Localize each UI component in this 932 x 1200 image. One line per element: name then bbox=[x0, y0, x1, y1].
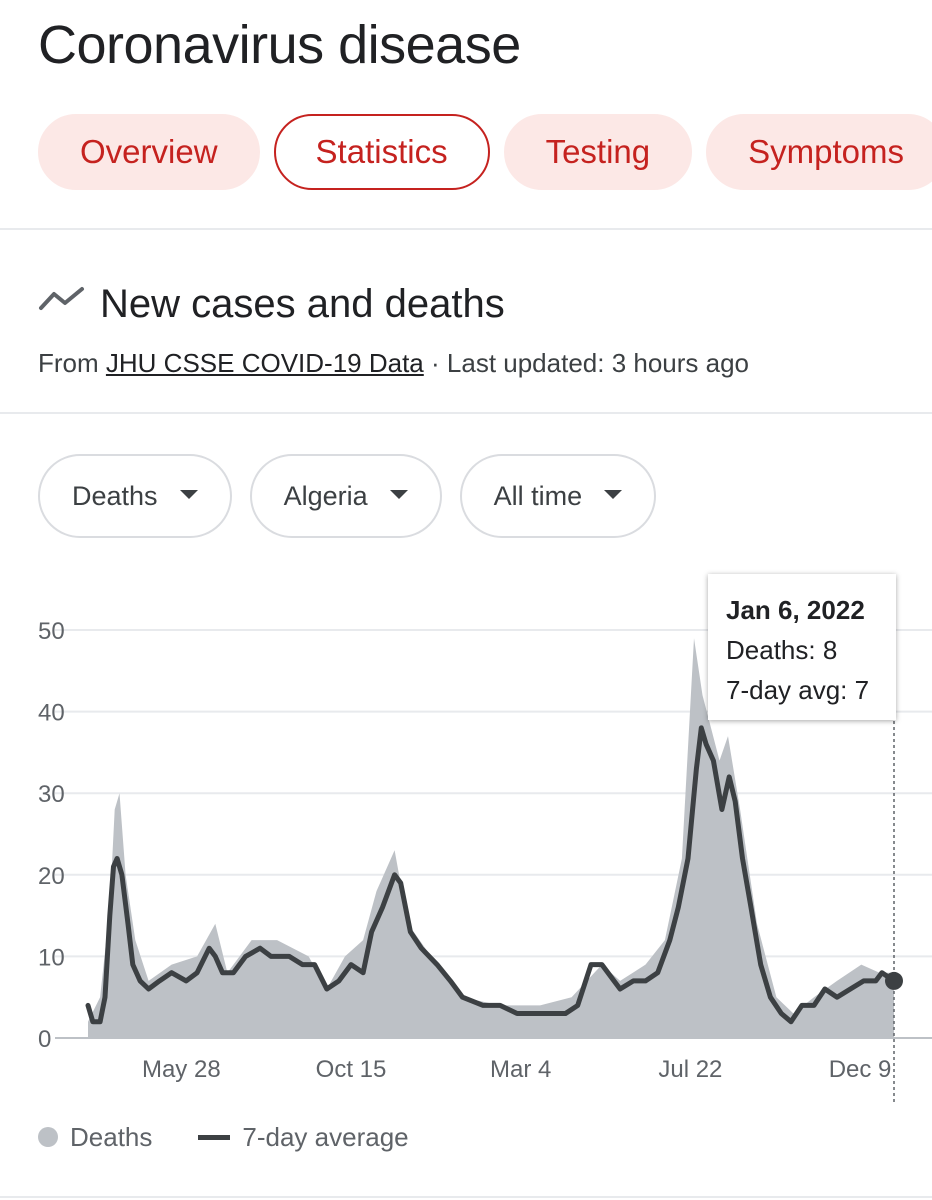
tooltip-deaths: Deaths: 8 bbox=[726, 635, 838, 665]
tab-testing[interactable]: Testing bbox=[503, 114, 693, 190]
deaths-chart[interactable]: 0 10 20 30 40 50 May 28 Oct 15 Mar 4 Jul 22 Dec 9 bbox=[0, 560, 932, 1110]
legend-average-label: 7-day average bbox=[242, 1122, 409, 1152]
chart-legend: Deaths 7-day average bbox=[38, 1122, 409, 1153]
time-range-dropdown-label: All time bbox=[493, 481, 583, 511]
source-link[interactable]: JHU CSSE COVID-19 Data bbox=[105, 348, 424, 378]
x-tick-label: May 28 bbox=[142, 1056, 221, 1083]
caret-down-icon bbox=[604, 490, 623, 500]
time-range-dropdown[interactable]: All time bbox=[459, 454, 657, 538]
tab-statistics[interactable]: Statistics bbox=[273, 114, 490, 190]
page-title: Coronavirus disease bbox=[38, 15, 521, 75]
x-tick-label: Jul 22 bbox=[658, 1056, 722, 1083]
caret-down-icon bbox=[389, 490, 408, 500]
legend-average-swatch bbox=[198, 1134, 231, 1140]
hover-point bbox=[885, 971, 903, 990]
caret-down-icon bbox=[179, 490, 198, 500]
chart-tooltip: Jan 6, 2022 Deaths: 8 7-day avg: 7 bbox=[708, 574, 896, 720]
divider bbox=[0, 228, 932, 230]
y-tick-label: 10 bbox=[38, 944, 65, 971]
x-tick-label: Dec 9 bbox=[829, 1056, 892, 1083]
tooltip-date: Jan 6, 2022 bbox=[726, 595, 865, 625]
divider bbox=[0, 1196, 932, 1198]
tab-overview[interactable]: Overview bbox=[38, 114, 260, 190]
tooltip-average: 7-day avg: 7 bbox=[726, 675, 870, 705]
legend-deaths-swatch bbox=[38, 1127, 58, 1148]
x-tick-label: Mar 4 bbox=[490, 1056, 551, 1083]
last-updated: · Last updated: 3 hours ago bbox=[431, 348, 750, 378]
metric-dropdown[interactable]: Deaths bbox=[38, 454, 232, 538]
y-tick-label: 40 bbox=[38, 700, 65, 727]
filter-bar: Deaths Algeria All time bbox=[38, 454, 674, 540]
location-dropdown[interactable]: Algeria bbox=[249, 454, 442, 538]
location-dropdown-label: Algeria bbox=[283, 481, 368, 511]
x-tick-label: Oct 15 bbox=[316, 1056, 387, 1083]
metric-dropdown-label: Deaths bbox=[72, 481, 158, 511]
topic-tabs: Overview Statistics Testing Symptoms bbox=[38, 114, 932, 192]
source-prefix: From bbox=[38, 348, 99, 378]
y-tick-label: 0 bbox=[38, 1026, 51, 1053]
tab-symptoms[interactable]: Symptoms bbox=[706, 114, 932, 190]
divider bbox=[0, 412, 932, 414]
legend-deaths-label: Deaths bbox=[70, 1122, 153, 1152]
section-title: New cases and deaths bbox=[100, 282, 505, 326]
deaths-area bbox=[88, 638, 894, 1038]
y-tick-label: 20 bbox=[38, 863, 65, 890]
average-line bbox=[85, 725, 897, 1025]
y-tick-label: 30 bbox=[38, 781, 65, 808]
y-tick-label: 50 bbox=[38, 618, 65, 645]
source-line: From JHU CSSE COVID-19 Data · Last updat… bbox=[38, 348, 749, 379]
trend-line-icon bbox=[39, 287, 84, 310]
